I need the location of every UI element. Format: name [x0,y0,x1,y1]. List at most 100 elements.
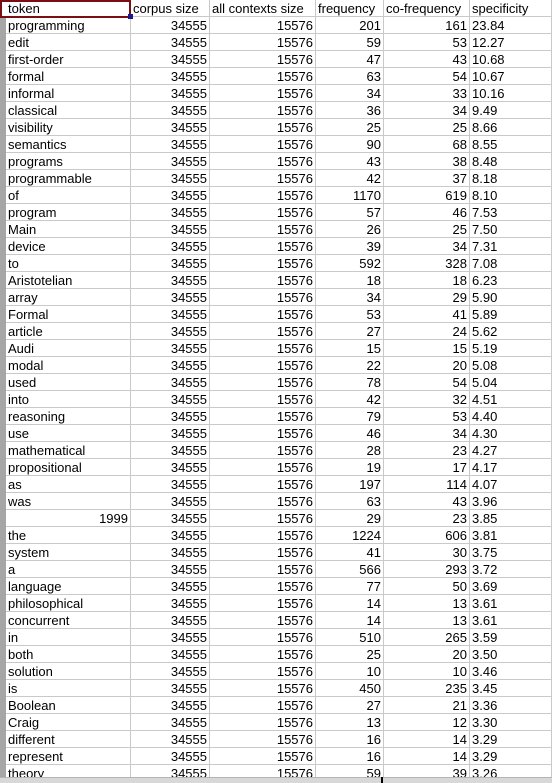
all-contexts-size-cell[interactable]: 15576 [210,136,316,153]
specificity-cell[interactable]: 8.55 [470,136,552,153]
corpus-size-cell[interactable]: 34555 [131,357,210,374]
frequency-cell[interactable]: 26 [316,221,384,238]
all-contexts-size-cell[interactable]: 15576 [210,442,316,459]
specificity-cell[interactable]: 6.23 [470,272,552,289]
all-contexts-size-cell[interactable]: 15576 [210,238,316,255]
corpus-size-cell[interactable]: 34555 [131,136,210,153]
column-header-all-contexts-size[interactable]: all contexts size [210,0,316,17]
specificity-cell[interactable]: 4.30 [470,425,552,442]
co-frequency-cell[interactable]: 114 [384,476,470,493]
specificity-cell[interactable]: 4.27 [470,442,552,459]
all-contexts-size-cell[interactable]: 15576 [210,731,316,748]
frequency-cell[interactable]: 47 [316,51,384,68]
all-contexts-size-cell[interactable]: 15576 [210,204,316,221]
all-contexts-size-cell[interactable]: 15576 [210,408,316,425]
specificity-cell[interactable]: 5.19 [470,340,552,357]
token-cell[interactable]: program [0,204,131,221]
token-cell[interactable]: in [0,629,131,646]
co-frequency-cell[interactable]: 606 [384,527,470,544]
all-contexts-size-cell[interactable]: 15576 [210,68,316,85]
co-frequency-cell[interactable]: 21 [384,697,470,714]
frequency-cell[interactable]: 28 [316,442,384,459]
all-contexts-size-cell[interactable]: 15576 [210,544,316,561]
token-cell[interactable]: programs [0,153,131,170]
all-contexts-size-cell[interactable]: 15576 [210,595,316,612]
column-header-co-frequency[interactable]: co-frequency [384,0,470,17]
all-contexts-size-cell[interactable]: 15576 [210,697,316,714]
corpus-size-cell[interactable]: 34555 [131,34,210,51]
corpus-size-cell[interactable]: 34555 [131,374,210,391]
corpus-size-cell[interactable]: 34555 [131,697,210,714]
co-frequency-cell[interactable]: 30 [384,544,470,561]
specificity-cell[interactable]: 8.48 [470,153,552,170]
co-frequency-cell[interactable]: 235 [384,680,470,697]
frequency-cell[interactable]: 25 [316,646,384,663]
specificity-cell[interactable]: 3.69 [470,578,552,595]
corpus-size-cell[interactable]: 34555 [131,391,210,408]
specificity-cell[interactable]: 8.66 [470,119,552,136]
all-contexts-size-cell[interactable]: 15576 [210,340,316,357]
co-frequency-cell[interactable]: 18 [384,272,470,289]
corpus-size-cell[interactable]: 34555 [131,272,210,289]
all-contexts-size-cell[interactable]: 15576 [210,102,316,119]
column-header-token[interactable]: token [0,0,131,17]
frequency-cell[interactable]: 18 [316,272,384,289]
all-contexts-size-cell[interactable]: 15576 [210,527,316,544]
specificity-cell[interactable]: 4.40 [470,408,552,425]
corpus-size-cell[interactable]: 34555 [131,85,210,102]
token-cell[interactable]: a [0,561,131,578]
token-cell[interactable]: Craig [0,714,131,731]
specificity-cell[interactable]: 5.62 [470,323,552,340]
co-frequency-cell[interactable]: 34 [384,425,470,442]
frequency-cell[interactable]: 25 [316,119,384,136]
specificity-cell[interactable]: 5.89 [470,306,552,323]
co-frequency-cell[interactable]: 43 [384,493,470,510]
co-frequency-cell[interactable]: 50 [384,578,470,595]
co-frequency-cell[interactable]: 10 [384,663,470,680]
specificity-cell[interactable]: 3.29 [470,748,552,765]
frequency-cell[interactable]: 59 [316,34,384,51]
specificity-cell[interactable]: 3.72 [470,561,552,578]
co-frequency-cell[interactable]: 293 [384,561,470,578]
co-frequency-cell[interactable]: 15 [384,340,470,357]
specificity-cell[interactable]: 5.90 [470,289,552,306]
all-contexts-size-cell[interactable]: 15576 [210,85,316,102]
token-cell[interactable]: semantics [0,136,131,153]
co-frequency-cell[interactable]: 43 [384,51,470,68]
co-frequency-cell[interactable]: 20 [384,357,470,374]
all-contexts-size-cell[interactable]: 15576 [210,255,316,272]
token-cell[interactable]: classical [0,102,131,119]
frequency-cell[interactable]: 42 [316,170,384,187]
token-cell[interactable]: Boolean [0,697,131,714]
co-frequency-cell[interactable]: 23 [384,510,470,527]
all-contexts-size-cell[interactable]: 15576 [210,561,316,578]
all-contexts-size-cell[interactable]: 15576 [210,374,316,391]
token-cell[interactable]: informal [0,85,131,102]
frequency-cell[interactable]: 27 [316,323,384,340]
token-cell[interactable]: Formal [0,306,131,323]
frequency-cell[interactable]: 41 [316,544,384,561]
all-contexts-size-cell[interactable]: 15576 [210,34,316,51]
frequency-cell[interactable]: 53 [316,306,384,323]
co-frequency-cell[interactable]: 25 [384,119,470,136]
column-header-corpus-size[interactable]: corpus size [131,0,210,17]
token-cell[interactable]: was [0,493,131,510]
frequency-cell[interactable]: 16 [316,731,384,748]
corpus-size-cell[interactable]: 34555 [131,425,210,442]
token-cell[interactable]: device [0,238,131,255]
specificity-cell[interactable]: 7.08 [470,255,552,272]
co-frequency-cell[interactable]: 17 [384,459,470,476]
specificity-cell[interactable]: 3.36 [470,697,552,714]
token-cell[interactable]: both [0,646,131,663]
frequency-cell[interactable]: 201 [316,17,384,34]
co-frequency-cell[interactable]: 37 [384,170,470,187]
all-contexts-size-cell[interactable]: 15576 [210,153,316,170]
co-frequency-cell[interactable]: 46 [384,204,470,221]
co-frequency-cell[interactable]: 161 [384,17,470,34]
specificity-cell[interactable]: 12.27 [470,34,552,51]
frequency-cell[interactable]: 1170 [316,187,384,204]
token-cell[interactable]: Audi [0,340,131,357]
corpus-size-cell[interactable]: 34555 [131,527,210,544]
token-cell[interactable]: programming [0,17,131,34]
frequency-cell[interactable]: 197 [316,476,384,493]
